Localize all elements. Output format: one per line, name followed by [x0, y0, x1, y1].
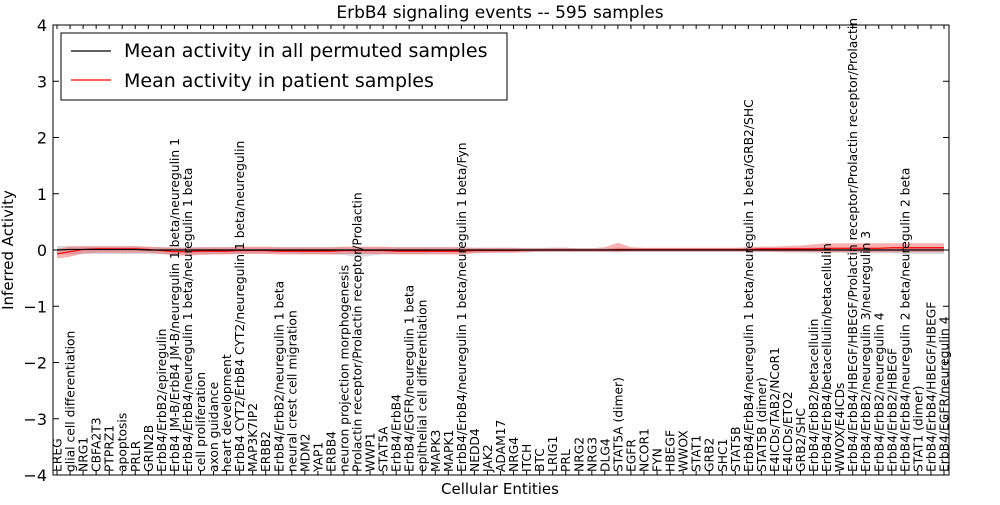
x-tick-label: ErbB4/ErbB4/HBEGF/HBEGF: [925, 302, 939, 472]
x-tick-label: MDM2: [298, 433, 312, 472]
y-tick-label: 2: [37, 129, 47, 148]
x-tick-label: DLG4: [598, 438, 612, 472]
x-tick-label: MAPK1: [442, 430, 456, 472]
x-tick-label: ErbB4/EGFR/neuregulin 1 beta: [403, 285, 417, 472]
x-tick-label: STAT5A (dimer): [611, 377, 625, 472]
x-tick-label: STAT5A: [377, 426, 391, 472]
x-tick-label: E4ICDs/ETO2: [781, 391, 795, 472]
y-tick-label: 3: [37, 72, 47, 91]
x-tick-label: FYN: [651, 448, 665, 472]
x-tick-label: ErbB4/ErbB2/HBEGF: [885, 348, 899, 472]
x-tick-label: ErbB4/ErbB4/neuregulin 1 beta/neuregulin…: [455, 142, 469, 472]
x-tick-label: CBFA2T3: [90, 417, 104, 472]
x-tick-label: STAT5B (dimer): [755, 377, 769, 472]
x-tick-label: JAK2: [481, 444, 495, 473]
x-tick-label: ERBB2: [259, 431, 273, 472]
x-tick-label: NRG4: [507, 437, 521, 472]
x-tick-label: NCOR1: [638, 428, 652, 472]
x-tick-label: ErbB4/EGFR/neuregulin 4: [938, 316, 952, 472]
x-tick-label: MAP3K7IP2: [246, 403, 260, 472]
x-tick-label: neuron projection morphogenesis: [338, 265, 352, 472]
x-tick-label: ErbB4/ErbB2/neuregulin 4: [872, 312, 886, 472]
x-tick-label: NRG1: [77, 437, 91, 472]
x-tick-label: ErbB4 CYT2/ErbB4 CYT2/neuregulin 1 beta/…: [233, 141, 247, 472]
x-tick-label: BTC: [533, 448, 547, 472]
legend-box: [60, 32, 508, 101]
x-tick-label: LRIG1: [546, 436, 560, 472]
x-tick-label: GRIN2B: [142, 425, 156, 472]
x-tick-label: ErbB4/ErbB2/betacellulin: [807, 319, 821, 472]
x-tick-label: Prolactin receptor/Prolactin receptor/Pr…: [351, 192, 365, 472]
x-tick-label: WWOX/E4ICDs: [833, 383, 847, 472]
legend: Mean activity in all permuted samples Me…: [60, 32, 508, 101]
x-tick-label: SHC1: [716, 439, 730, 472]
x-tick-label: MAPK3: [429, 430, 443, 472]
x-tick-label: E4ICDs/TAB2/NCoR1: [768, 347, 782, 472]
x-tick-label: ADAM17: [494, 420, 508, 472]
x-tick-label: WWP1: [364, 432, 378, 472]
x-tick-label: axon guidance: [207, 382, 221, 472]
y-tick-label: 0: [37, 241, 47, 260]
x-tick-label: ErbB4/ErbB2/neuregulin 3/neuregulin 3: [859, 231, 873, 472]
x-tick-label: STAT1 (dimer): [911, 386, 925, 472]
x-tick-label: EREG: [51, 438, 65, 472]
x-tick-label: ErbB4/ErbB4/neuregulin 1 beta/neuregulin…: [742, 99, 756, 472]
y-tick-label: 4: [37, 16, 47, 35]
x-tick-label: GRB2: [703, 438, 717, 472]
y-tick-label: −1: [23, 297, 47, 316]
x-tick-label: ErbB4/ErbB2/neuregulin 1 beta: [272, 281, 286, 472]
x-tick-label: ErbB4/ErbB4/HBEGF/HBEGF/Prolactin recept…: [846, 18, 860, 472]
x-tick-label: NRG3: [585, 437, 599, 472]
y-axis-ticks: −4 −3 −2 −1 0 1 2 3 4: [23, 16, 949, 485]
y-tick-label: −4: [23, 466, 47, 485]
x-axis-label: Cellular Entities: [441, 480, 559, 498]
x-tick-label: HBEGF: [664, 430, 678, 472]
y-tick-label: −3: [23, 410, 47, 429]
x-tick-label: ErbB4/ErbB4/betacellulin/betacellulin: [820, 243, 834, 472]
x-tick-label: STAT5B: [729, 426, 743, 472]
x-tick-label: WWOX: [677, 430, 691, 472]
x-tick-label: glial cell differentiation: [64, 331, 78, 472]
x-axis-tick-labels: EREG glial cell differentiation NRG1 CBFA2T…: [51, 18, 952, 473]
x-tick-label: heart development: [220, 354, 234, 472]
x-tick-label: ErbB4/ErbB4/neuregulin 2 beta/neuregulin…: [898, 168, 912, 472]
x-tick-label: ErbB4 JM-B/ErbB4 JM-B/neuregulin 1 beta/…: [168, 138, 182, 472]
series-lines: [56, 247, 944, 255]
x-tick-label: epithelial cell differentiation: [416, 300, 430, 472]
legend-label-permuted: Mean activity in all permuted samples: [124, 40, 487, 62]
x-tick-label: NEDD4: [468, 428, 482, 472]
x-tick-label: cell proliferation: [194, 372, 208, 472]
x-tick-label: apoptosis: [116, 413, 130, 472]
x-tick-label: ITCH: [520, 444, 534, 472]
x-axis-ticks: [56, 25, 945, 475]
x-tick-label: NRG2: [572, 437, 586, 472]
x-tick-label: STAT1: [690, 435, 704, 472]
y-tick-label: −2: [23, 354, 47, 373]
x-tick-label: neural crest cell migration: [285, 310, 299, 472]
y-axis-label: Inferred Activity: [0, 190, 17, 310]
x-tick-label: EGFR: [624, 439, 638, 472]
x-tick-label: PTPRZ1: [103, 425, 117, 472]
series-line-permuted: [56, 248, 944, 251]
x-tick-label: PRL: [559, 449, 573, 472]
x-tick-label: GRB2/SHC: [794, 408, 808, 472]
legend-label-patient: Mean activity in patient samples: [124, 70, 434, 92]
x-tick-label: ErbB4/ErbB4/neuregulin 1 beta/neuregulin…: [181, 168, 195, 472]
x-tick-label: PRLR: [129, 440, 143, 472]
chart-title: ErbB4 signaling events -- 595 samples: [336, 3, 663, 23]
plot-frame: [52, 24, 950, 476]
x-tick-label: ErbB4/ErbB2/epiregulin: [155, 329, 169, 472]
x-tick-label: ERBB4: [324, 431, 338, 472]
y-tick-label: 1: [37, 185, 47, 204]
x-tick-label: YAP1: [311, 442, 325, 473]
x-tick-label: ErbB4/ErbB4: [390, 394, 404, 472]
